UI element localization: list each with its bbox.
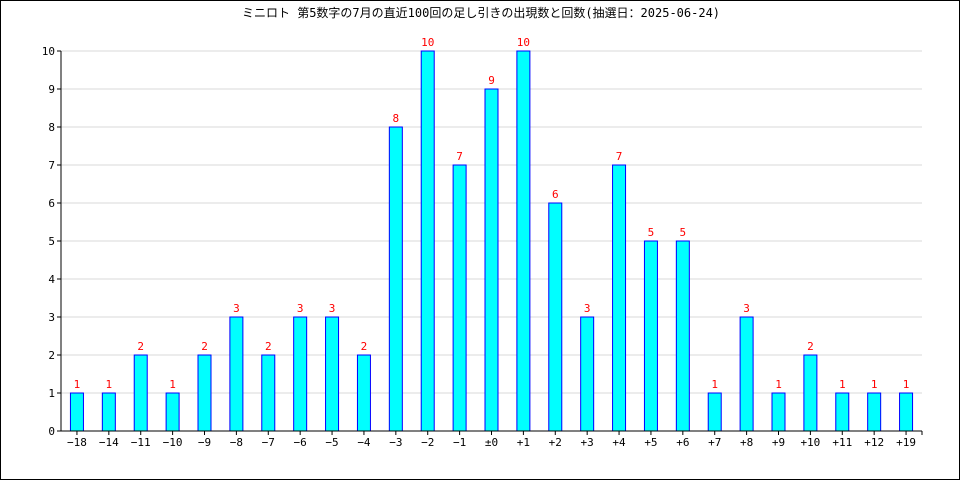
x-tick-label: +8 <box>740 436 753 449</box>
bar <box>516 50 531 432</box>
bar-value-label: 2 <box>201 340 208 353</box>
bar-value-label: 2 <box>265 340 272 353</box>
bars <box>69 50 914 432</box>
bar <box>452 164 467 432</box>
bar-value-label: 8 <box>393 112 400 125</box>
x-tick-label: −2 <box>421 436 434 449</box>
bar <box>356 354 371 432</box>
bar-value-label: 10 <box>421 36 434 49</box>
bar <box>867 392 882 432</box>
bar-value-label: 7 <box>456 150 463 163</box>
x-tick-label: −4 <box>357 436 371 449</box>
bar-value-label: 3 <box>584 302 591 315</box>
bar-value-label: 2 <box>137 340 144 353</box>
bar-value-label: 5 <box>680 226 687 239</box>
x-tick-label: +2 <box>549 436 562 449</box>
x-tick-label: +6 <box>676 436 689 449</box>
x-tick-label: −18 <box>67 436 87 449</box>
bar <box>484 88 499 432</box>
y-tick-label: 2 <box>48 349 55 362</box>
y-tick-label: 0 <box>48 425 55 438</box>
y-tick-label: 1 <box>48 387 55 400</box>
x-tick-label: +7 <box>708 436 721 449</box>
x-tick-label: −1 <box>453 436 466 449</box>
bar <box>165 392 180 432</box>
y-tick-label: 8 <box>48 121 55 134</box>
bar <box>771 392 786 432</box>
bar-value-label: 1 <box>106 378 113 391</box>
chart-title: ミニロト 第5数字の7月の直近100回の足し引きの出現数と回数(抽選日：2025… <box>241 6 721 20</box>
x-tick-label: +10 <box>800 436 820 449</box>
bar <box>388 126 403 432</box>
bar <box>69 392 84 432</box>
bar <box>293 316 308 432</box>
bar <box>803 354 818 432</box>
bar <box>612 164 627 432</box>
bar-value-label: 1 <box>711 378 718 391</box>
bar <box>325 316 340 432</box>
x-tick-label: +11 <box>832 436 852 449</box>
bar <box>899 392 914 432</box>
bar-value-label: 1 <box>871 378 878 391</box>
y-tick-label: 6 <box>48 197 55 210</box>
bar <box>261 354 276 432</box>
x-tick-label: +3 <box>581 436 594 449</box>
data-labels: 1 1 2 1 2 3 2 3 3 2 8 10 7 9 10 6 3 7 5 5 1 3 1 2 1 1 1 <box>74 36 910 391</box>
bar-value-label: 5 <box>648 226 655 239</box>
bar <box>707 392 722 432</box>
x-tick-label: −3 <box>389 436 402 449</box>
bar-value-label: 10 <box>517 36 530 49</box>
x-tick-label: −11 <box>131 436 151 449</box>
y-tick-label: 7 <box>48 159 55 172</box>
bar-value-label: 1 <box>775 378 782 391</box>
x-tick-label: −9 <box>198 436 211 449</box>
x-tick-label: −8 <box>230 436 243 449</box>
bar <box>133 354 148 432</box>
x-tick-label: +12 <box>864 436 884 449</box>
bar-value-label: 1 <box>839 378 846 391</box>
bar-value-label: 3 <box>743 302 750 315</box>
y-tick-label: 4 <box>48 273 55 286</box>
x-tick-label: +19 <box>896 436 916 449</box>
x-tick-label: −14 <box>99 436 119 449</box>
x-tick-label: +1 <box>517 436 530 449</box>
bar <box>197 354 212 432</box>
x-tick-label: +5 <box>644 436 657 449</box>
bar-value-label: 2 <box>807 340 814 353</box>
bar <box>580 316 595 432</box>
bar-value-label: 2 <box>361 340 368 353</box>
bar-value-label: 9 <box>488 74 495 87</box>
x-tick-label: +4 <box>612 436 626 449</box>
bar-value-label: 3 <box>329 302 336 315</box>
bar <box>548 202 563 432</box>
y-tick-label: 3 <box>48 311 55 324</box>
x-tick-label: ±0 <box>485 436 498 449</box>
bar-value-label: 1 <box>903 378 910 391</box>
bar-value-label: 6 <box>552 188 559 201</box>
bar-value-label: 3 <box>297 302 304 315</box>
x-tick-label: −7 <box>262 436 275 449</box>
bar-value-label: 7 <box>616 150 623 163</box>
bar <box>229 316 244 432</box>
y-tick-label: 9 <box>48 83 55 96</box>
x-tick-label: −10 <box>163 436 183 449</box>
bar <box>675 240 690 432</box>
y-tick-label: 5 <box>48 235 55 248</box>
bar <box>101 392 116 432</box>
bar <box>643 240 658 432</box>
bar <box>420 50 435 432</box>
bar <box>835 392 850 432</box>
bar-value-label: 3 <box>233 302 240 315</box>
x-tick-label: −5 <box>325 436 338 449</box>
x-tick-label: −6 <box>294 436 307 449</box>
x-tick-label: +9 <box>772 436 785 449</box>
bar-value-label: 1 <box>74 378 81 391</box>
bar <box>739 316 754 432</box>
bar-value-label: 1 <box>169 378 176 391</box>
y-tick-label: 10 <box>42 45 55 58</box>
